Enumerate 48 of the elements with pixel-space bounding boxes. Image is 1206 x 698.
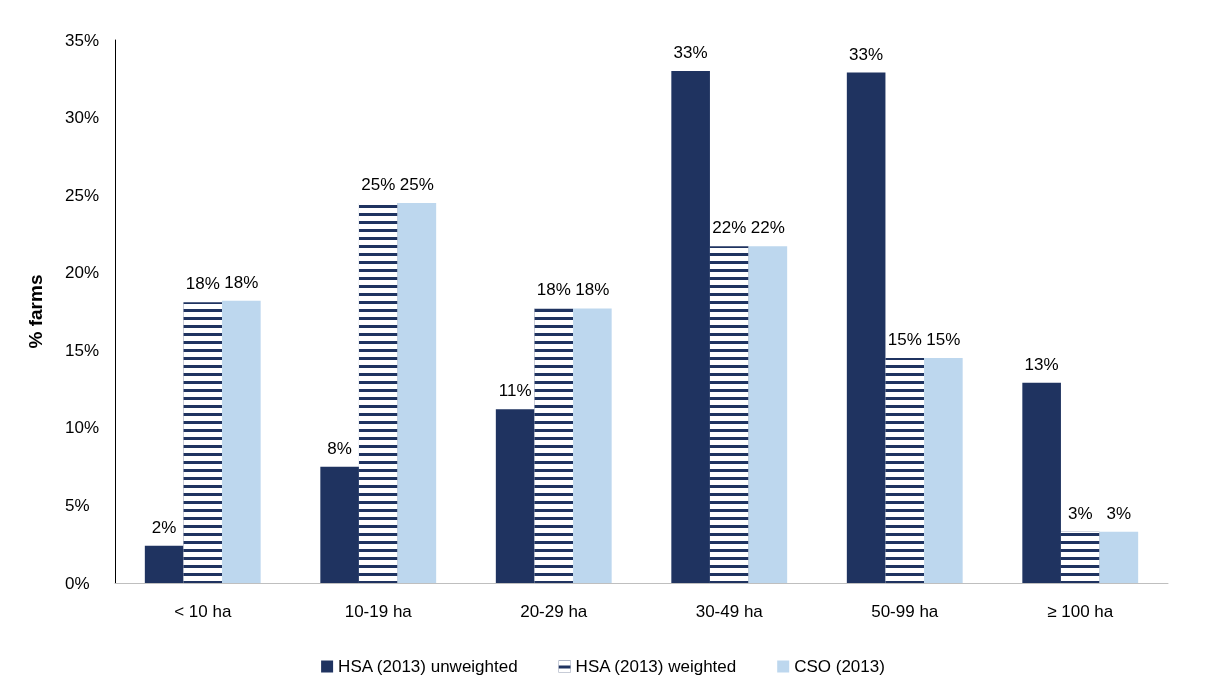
x-tick-label: ≥ 100 ha [1047,602,1114,621]
y-axis-title: % farms [25,274,46,349]
y-tick-label: 25% [65,185,100,205]
y-tick-label: 0% [65,573,90,593]
data-label: 15% [887,330,922,350]
data-label: 18% [575,280,610,300]
data-label: 18% [185,274,220,294]
data-label: 8% [327,438,352,458]
bar [748,246,788,583]
bar [573,308,612,583]
bar [320,466,359,583]
bar [846,72,886,583]
data-label: 3% [1106,503,1132,523]
data-label: 15% [926,330,961,350]
bar [222,300,261,583]
bar [924,358,963,583]
y-tick-label: 10% [65,418,100,438]
data-label: 18% [536,280,571,300]
y-tick-label: 5% [65,495,90,515]
bar [397,202,437,583]
bar [671,71,710,583]
legend-label: HSA (2013) weighted [575,657,737,676]
data-label: 11% [498,381,532,401]
data-label: 25% [399,174,434,194]
data-label: 33% [849,44,884,64]
data-label: 25% [361,174,396,194]
y-tick-label: 20% [65,263,100,283]
y-tick-label: 15% [65,340,100,360]
legend-label: HSA (2013) unweighted [338,657,518,676]
x-tick-label: < 10 ha [174,602,232,621]
data-label: 33% [673,43,708,63]
y-tick-label: 30% [65,108,100,128]
x-tick-label: 50-99 ha [871,602,939,621]
data-label: 18% [224,272,259,292]
legend-label: CSO (2013) [794,657,885,676]
bar [1099,531,1139,583]
data-label: 13% [1024,354,1059,374]
x-tick-label: 30-49 ha [695,602,764,621]
y-tick-label: 35% [65,30,100,50]
bar [495,409,535,583]
x-tick-label: 10-19 ha [344,602,413,621]
data-label: 22% [750,218,785,238]
data-label: 2% [151,517,177,537]
bar [1022,382,1061,583]
data-label: 3% [1067,503,1093,523]
bar [144,545,184,583]
data-label: 22% [712,218,747,238]
x-tick-label: 20-29 ha [520,602,588,621]
